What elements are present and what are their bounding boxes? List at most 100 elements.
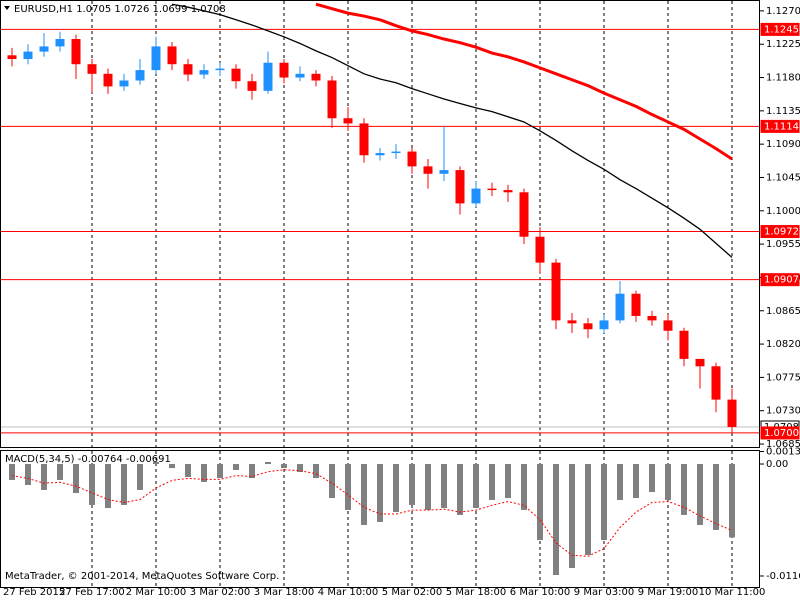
- candle-body: [247, 81, 257, 91]
- macd-bar: [473, 464, 479, 509]
- macd-bar: [441, 464, 447, 509]
- price-panel-border: [0, 0, 760, 448]
- level-box: [760, 22, 800, 36]
- macd-bar: [57, 464, 63, 480]
- macd-bar: [505, 464, 511, 499]
- candle-body: [663, 320, 673, 331]
- level-label: 1.1114: [764, 121, 799, 132]
- macd-bar: [729, 464, 735, 538]
- macd-bar: [73, 464, 79, 494]
- candle-body: [55, 39, 65, 47]
- candle-body: [487, 188, 497, 191]
- x-tick-label: 4 Mar 10:00: [318, 587, 378, 598]
- candle-body: [711, 366, 721, 400]
- candle-body: [535, 236, 545, 263]
- y-tick-label: 1.1270: [766, 6, 800, 17]
- macd-bar: [393, 464, 399, 512]
- y-tick-label: 1.1045: [766, 172, 800, 183]
- watermark: MetaTrader, © 2001-2014, MetaQuotes Soft…: [5, 571, 279, 582]
- candle-body: [311, 73, 321, 81]
- candle-body: [231, 68, 241, 82]
- moving-average: [171, 3, 733, 258]
- candle-body: [727, 399, 737, 428]
- candle-body: [359, 123, 369, 156]
- x-tick-label: 10 Mar 11:00: [699, 587, 766, 598]
- candle-body: [151, 46, 161, 71]
- y-tick-label: 1.0730: [766, 406, 800, 417]
- y-tick-label: 1.0955: [766, 239, 800, 250]
- candle-body: [391, 151, 401, 154]
- macd-bar: [297, 464, 303, 472]
- macd-bar: [201, 464, 207, 482]
- menu-triangle[interactable]: [4, 6, 10, 10]
- macd-bar: [681, 464, 687, 515]
- moving-average: [315, 2, 733, 161]
- level-label: 1.0972: [764, 227, 799, 238]
- macd-bar: [137, 464, 143, 490]
- macd-bar: [41, 464, 47, 490]
- y-tick-label: 1.1000: [766, 206, 800, 217]
- level-label: 1.0907: [764, 275, 799, 286]
- macd-bar: [153, 461, 159, 465]
- macd-bar: [329, 464, 335, 499]
- candle-body: [599, 320, 609, 330]
- macd-bar: [217, 464, 223, 479]
- macd-bar: [665, 464, 671, 500]
- candle-body: [119, 80, 129, 87]
- x-tick-label: 6 Mar 10:00: [510, 587, 570, 598]
- macd-bar: [521, 464, 527, 510]
- macd-bar: [457, 464, 463, 515]
- candle-body: [167, 46, 177, 65]
- candle-body: [375, 153, 385, 156]
- price-header: EURUSD,H1 1.0705 1.0726 1.0699 1.0708: [14, 4, 226, 15]
- x-tick-label: 3 Mar 02:00: [190, 587, 250, 598]
- candle-body: [631, 293, 641, 316]
- macd-panel-border: [0, 450, 760, 588]
- macd-bar: [265, 461, 271, 465]
- macd-signal: [11, 469, 733, 557]
- y-tick-label: 1.0820: [766, 339, 800, 350]
- macd-bar: [25, 464, 31, 485]
- macd-bar: [345, 464, 351, 510]
- macd-bar: [601, 464, 607, 541]
- macd-bar: [89, 464, 95, 505]
- candle-body: [215, 68, 225, 71]
- candle-body: [7, 55, 17, 60]
- candle-body: [503, 190, 513, 193]
- y-tick-label: 1.0865: [766, 306, 800, 317]
- x-tick-label: 9 Mar 19:00: [638, 587, 698, 598]
- level-box: [760, 119, 800, 133]
- candle-body: [103, 73, 113, 87]
- macd-bar: [105, 464, 111, 509]
- level-label: 1.1245: [764, 24, 799, 35]
- candle-body: [71, 39, 81, 65]
- candle-body: [519, 192, 529, 237]
- macd-bar: [569, 464, 575, 569]
- candle-body: [183, 64, 193, 75]
- candle-body: [407, 151, 417, 167]
- y-tick-label: 0.0013: [766, 447, 800, 458]
- macd-bar: [697, 464, 703, 525]
- candle-body: [695, 358, 705, 367]
- y-tick-label: 1.0775: [766, 372, 800, 383]
- x-tick-label: 27 Feb 2015: [3, 587, 65, 598]
- candle-body: [327, 80, 337, 119]
- candle-body: [423, 166, 433, 174]
- macd-bar: [313, 464, 319, 479]
- candle-body: [471, 188, 481, 204]
- candle-body: [343, 118, 353, 124]
- y-tick-label: 1.0685: [766, 439, 800, 450]
- macd-bar: [649, 464, 655, 492]
- macd-bar: [9, 464, 15, 480]
- macd-bar: [121, 464, 127, 505]
- macd-bar: [377, 464, 383, 522]
- candle-body: [199, 70, 209, 75]
- macd-bar: [489, 464, 495, 500]
- y-tick-label: 1.1180: [766, 73, 800, 84]
- macd-bar: [361, 464, 367, 525]
- macd-bar: [713, 464, 719, 530]
- level-box: [760, 225, 800, 239]
